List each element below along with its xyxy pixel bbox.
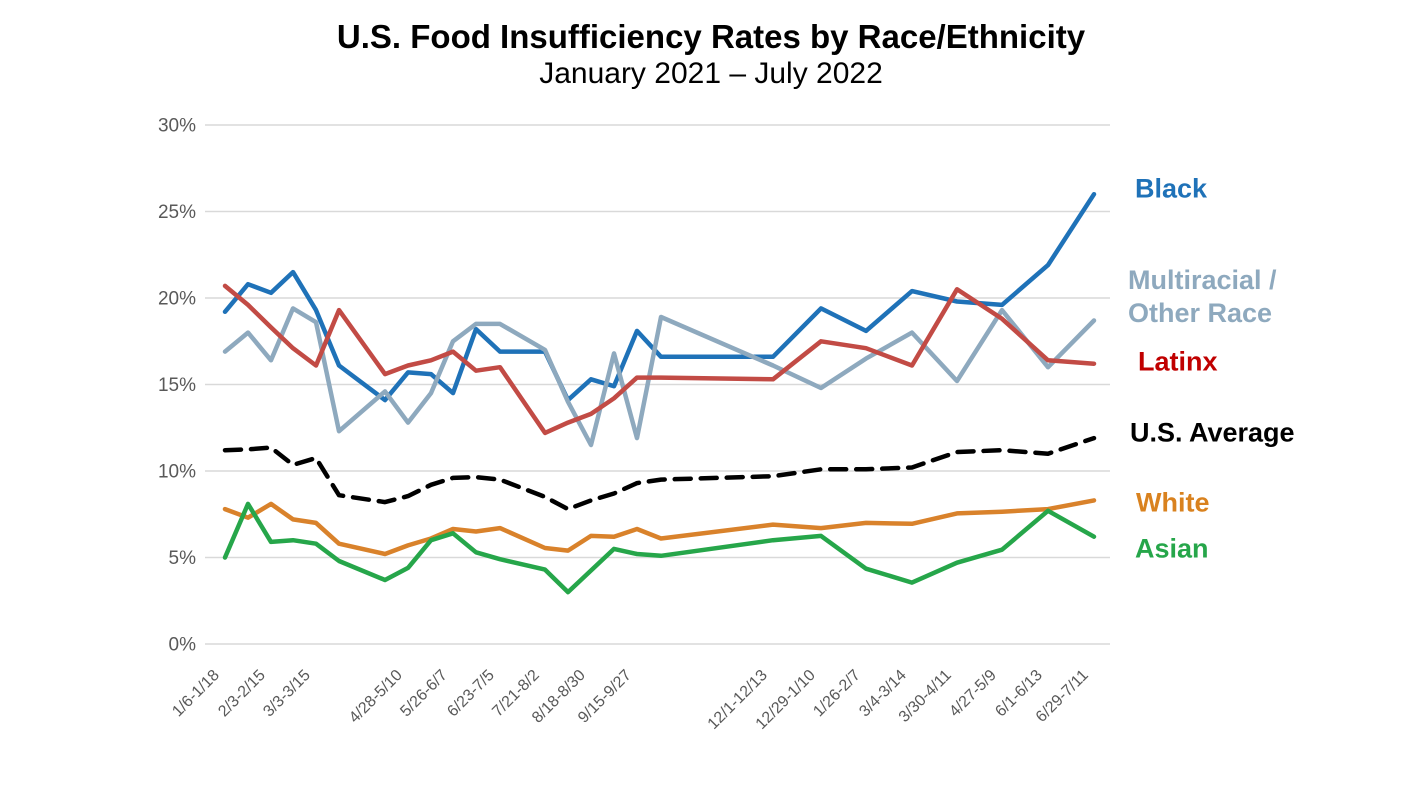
x-tick-label: 4/28-5/10 bbox=[346, 667, 406, 727]
legend-label-white: White bbox=[1136, 487, 1210, 520]
legend-label-black: Black bbox=[1135, 173, 1207, 206]
y-tick-label: 10% bbox=[158, 462, 196, 483]
legend-label-us-average: U.S. Average bbox=[1130, 417, 1295, 450]
legend-text-line1: Multiracial / bbox=[1128, 265, 1277, 296]
legend-text: Black bbox=[1135, 173, 1208, 204]
legend-text: Latinx bbox=[1138, 346, 1218, 377]
chart-header: U.S. Food Insufficiency Rates by Race/Et… bbox=[0, 18, 1422, 92]
series-line-u-s-average bbox=[222, 435, 1097, 512]
legend-text-line2: Other Race bbox=[1128, 298, 1273, 328]
x-tick-label: 1/26-2/7 bbox=[810, 667, 864, 721]
x-tick-label: 5/26-6/7 bbox=[397, 667, 451, 721]
series-line-white bbox=[222, 498, 1097, 557]
legend-label-asian: Asian bbox=[1135, 533, 1209, 566]
x-tick-label: 4/27-5/9 bbox=[946, 667, 1000, 721]
legend-text: Asian bbox=[1135, 533, 1209, 564]
series-line-multiracial-other-race bbox=[222, 306, 1097, 448]
series-line-latinx bbox=[222, 283, 1097, 436]
y-tick-label: 30% bbox=[158, 116, 196, 137]
page-title: U.S. Food Insufficiency Rates by Race/Et… bbox=[336, 18, 1086, 55]
legend-label-latinx: Latinx bbox=[1138, 346, 1218, 379]
series-line-asian bbox=[222, 501, 1097, 595]
y-tick-label: 15% bbox=[158, 375, 196, 396]
page-subtitle: January 2021 – July 2022 bbox=[539, 56, 883, 90]
y-tick-label: 0% bbox=[169, 635, 197, 656]
x-tick-label: 2/3-2/15 bbox=[215, 667, 269, 721]
legend-text: U.S. Average bbox=[1130, 417, 1295, 448]
x-tick-label: 6/23-7/5 bbox=[444, 667, 498, 721]
y-tick-label: 25% bbox=[158, 202, 196, 223]
x-tick-label: 1/6-1/18 bbox=[169, 667, 223, 721]
y-tick-label: 20% bbox=[158, 289, 196, 310]
y-tick-label: 5% bbox=[169, 548, 197, 569]
legend-label-multiracial-other-race: Multiracial / Other Race bbox=[1128, 264, 1277, 330]
x-tick-label: 3/3-3/15 bbox=[260, 667, 314, 721]
legend-text: White bbox=[1136, 487, 1210, 518]
